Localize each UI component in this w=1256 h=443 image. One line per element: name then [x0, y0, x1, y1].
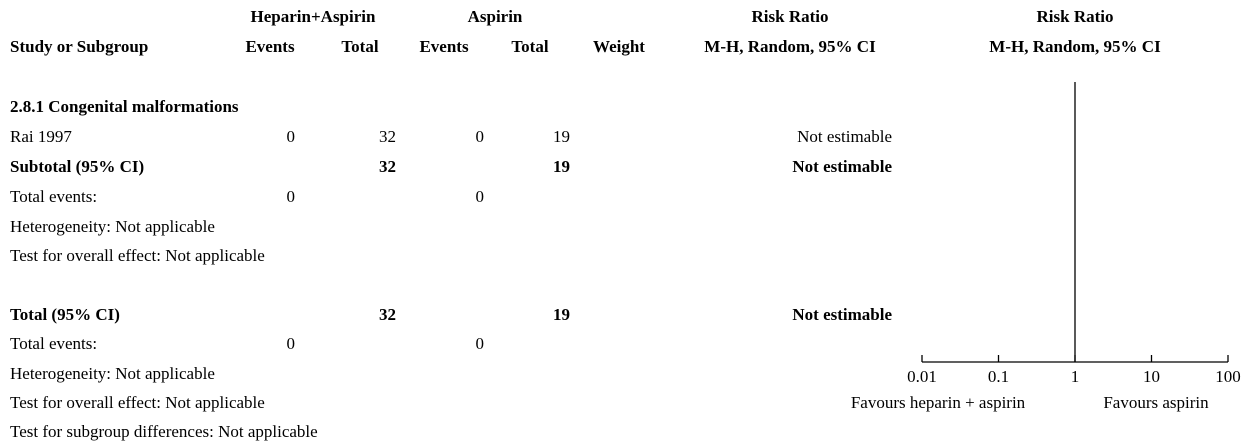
study-column-header: Study or Subgroup — [10, 37, 149, 56]
x-tick-label: 1 — [1071, 367, 1080, 386]
group2-header: Aspirin — [467, 7, 523, 26]
rr-right-header-bottom: M-H, Random, 95% CI — [989, 37, 1161, 56]
study-row-events2: 0 — [475, 127, 485, 146]
study-row-rr: Not estimable — [797, 127, 892, 146]
subtotal-label: Subtotal (95% CI) — [10, 157, 145, 176]
x-tick-label: 0.1 — [988, 367, 1009, 386]
subgroup-title: 2.8.1 Congenital malformations — [10, 97, 239, 116]
overall-total-events1: 0 — [286, 334, 296, 353]
overall-total-events2: 0 — [475, 334, 485, 353]
subtotal-total2: 19 — [553, 157, 570, 176]
subtotal-total1: 32 — [379, 157, 396, 176]
x-tick-label: 0.01 — [907, 367, 937, 386]
total-total2: 19 — [553, 305, 570, 324]
favours-right-label: Favours aspirin — [1103, 393, 1209, 412]
total-rr: Not estimable — [792, 305, 892, 324]
study-row-total1: 32 — [379, 127, 396, 146]
favours-left-label: Favours heparin + aspirin — [851, 393, 1026, 412]
study-row-events1: 0 — [286, 127, 296, 146]
subgroup-heterogeneity: Heterogeneity: Not applicable — [10, 217, 215, 236]
events1-header: Events — [245, 37, 295, 56]
x-axis-ticks: 0.01 0.1 1 10 100 — [907, 355, 1241, 386]
rr-left-header-top: Risk Ratio — [751, 7, 829, 26]
subtotal-rr: Not estimable — [792, 157, 892, 176]
rr-right-header-top: Risk Ratio — [1036, 7, 1114, 26]
rr-left-header-bottom: M-H, Random, 95% CI — [704, 37, 876, 56]
overall-heterogeneity: Heterogeneity: Not applicable — [10, 364, 215, 383]
x-tick-label: 100 — [1215, 367, 1241, 386]
group1-header: Heparin+Aspirin — [250, 7, 376, 26]
subgroup-total-events2: 0 — [475, 187, 485, 206]
x-tick-label: 10 — [1143, 367, 1160, 386]
overall-overall-effect: Test for overall effect: Not applicable — [10, 393, 265, 412]
events2-header: Events — [419, 37, 469, 56]
total2-header: Total — [511, 37, 549, 56]
total-label: Total (95% CI) — [10, 305, 120, 324]
subgroup-overall-effect: Test for overall effect: Not applicable — [10, 246, 265, 265]
total1-header: Total — [341, 37, 379, 56]
subgroup-total-events-label: Total events: — [10, 187, 98, 206]
total-total1: 32 — [379, 305, 396, 324]
weight-header: Weight — [593, 37, 645, 56]
subgroup-differences: Test for subgroup differences: Not appli… — [10, 422, 318, 441]
study-row-name: Rai 1997 — [10, 127, 72, 146]
subgroup-total-events1: 0 — [286, 187, 296, 206]
study-row-total2: 19 — [553, 127, 570, 146]
overall-total-events-label: Total events: — [10, 334, 98, 353]
